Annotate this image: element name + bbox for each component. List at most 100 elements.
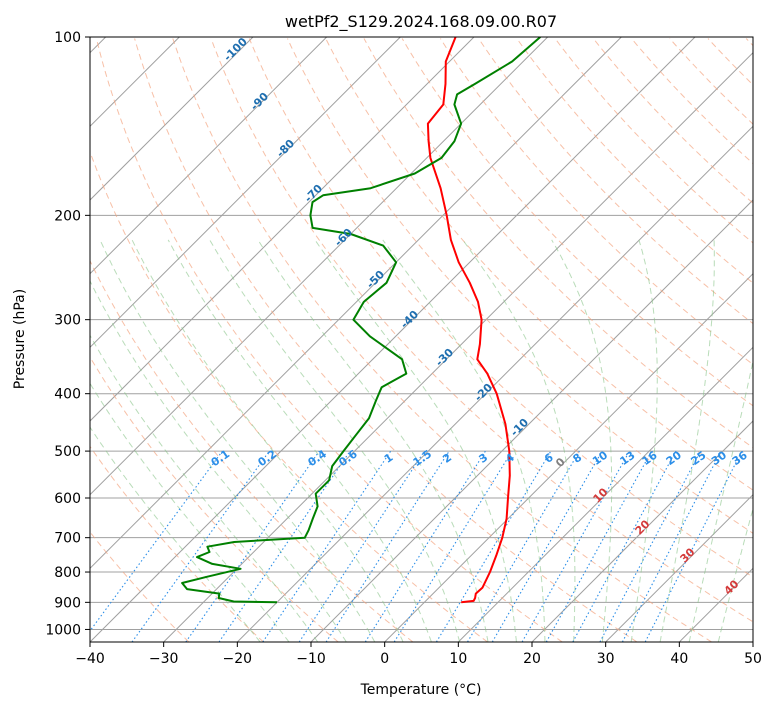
isotherm-line [163, 51, 753, 642]
dry-adiabat-line [325, 38, 753, 491]
x-tick-label: 20 [523, 651, 541, 667]
dry-adiabat-label: -70 [302, 182, 325, 205]
mixing-ratio-line [521, 450, 630, 642]
dry-adiabat-line [90, 445, 264, 642]
moist-adiabat-line [382, 239, 546, 642]
dry-adiabat-line [172, 38, 712, 642]
isotherm-line [752, 641, 753, 642]
x-axis-label: Temperature (°C) [360, 682, 482, 698]
dry-adiabat-line [90, 150, 488, 642]
mixing-ratio-line [644, 450, 743, 642]
temperature-trace [426, 37, 511, 604]
moist-adiabat-line [630, 239, 658, 642]
dry-adiabat-line [248, 38, 753, 578]
dry-adiabat-line [287, 38, 753, 534]
background-lines [90, 37, 753, 642]
moist-adiabat-line [90, 382, 290, 642]
dry-adiabat-line [516, 38, 753, 284]
mixing-ratio-line [435, 450, 552, 642]
isotherm-line [605, 493, 753, 642]
mixing-ratio-label: 0.4 [306, 447, 330, 469]
x-tick-label: 40 [670, 651, 688, 667]
moist-adiabat-label: 20 [633, 517, 653, 537]
dry-adiabat-line [478, 38, 753, 325]
y-tick-label: 300 [54, 313, 81, 329]
isotherm-line [310, 199, 753, 642]
dry-adiabat-line [90, 356, 339, 642]
moist-adiabat-line [659, 239, 715, 642]
plot-area [90, 37, 753, 642]
moist-adiabat-line [90, 279, 347, 642]
y-tick-label: 800 [54, 565, 81, 581]
x-tick-label: 0 [380, 651, 389, 667]
profile-traces [181, 37, 541, 604]
x-tick-label: 30 [597, 651, 615, 667]
plot-frame [89, 36, 754, 643]
moist-adiabat-label: 30 [678, 545, 698, 565]
x-tick-label: −20 [223, 651, 253, 667]
dry-adiabat-line [401, 38, 753, 407]
moist-adiabat-line [717, 506, 753, 642]
dry-adiabat-label: -80 [274, 137, 297, 160]
mixing-ratio-line [467, 450, 580, 642]
x-axis: −40 −30 −20 −10 0 10 20 30 40 50 [75, 642, 762, 667]
mixing-ratio-label: 3 [477, 451, 491, 466]
mixing-ratio-line [572, 450, 677, 642]
mixing-ratio-label: 2 [440, 451, 454, 466]
dewpoint-trace [181, 37, 541, 604]
mixing-ratio-line [545, 450, 653, 642]
y-tick-label: 200 [54, 208, 81, 224]
x-tick-label: 10 [449, 651, 467, 667]
dry-adiabat-label: -30 [433, 346, 456, 369]
dry-adiabat-line [631, 38, 753, 165]
dry-adiabat-label: -10 [508, 416, 531, 439]
mixing-ratio-label: 8 [571, 451, 585, 466]
dry-adiabat-line [210, 38, 753, 623]
dry-adiabat-line [363, 38, 753, 449]
x-tick-label: −10 [296, 651, 326, 667]
mixing-ratio-line [90, 450, 223, 632]
y-tick-label: 1000 [45, 622, 81, 638]
mixing-ratio-line [393, 450, 513, 642]
x-tick-label: −30 [149, 651, 179, 667]
y-tick-label: 700 [54, 531, 81, 547]
dry-adiabat-line [134, 38, 638, 642]
x-tick-label: −40 [75, 651, 105, 667]
mixing-ratio-line [218, 450, 351, 642]
dry-adiabat-label: -90 [248, 90, 271, 113]
dry-adiabat-line [439, 38, 753, 366]
dry-adiabat-line [90, 259, 414, 642]
isotherm-line [90, 37, 328, 275]
moist-adiabat-label: 10 [591, 485, 611, 505]
moist-adiabat-line [462, 239, 576, 642]
y-tick-label: 400 [54, 387, 81, 403]
isotherm-line [90, 37, 475, 422]
moist-adiabat-line [90, 334, 319, 642]
moist-adiabat-line [209, 239, 461, 642]
dry-adiabat-line [95, 38, 563, 642]
moist-adiabat-line [688, 358, 753, 642]
isotherm-line [236, 125, 753, 642]
moist-adiabat-label: 40 [722, 577, 742, 597]
isotherm-line [384, 272, 753, 642]
moist-adiabat-line [551, 239, 613, 642]
y-axis: 100 200 300 400 500 600 700 800 900 1000 [45, 30, 90, 638]
mixing-ratio-line [325, 450, 450, 642]
dry-adiabat-label: -50 [364, 268, 387, 291]
dry-adiabat-line [592, 38, 753, 204]
mixing-ratio-line [491, 450, 603, 642]
dry-adiabat-line [90, 531, 190, 642]
y-tick-label: 100 [54, 30, 81, 46]
mixing-ratio-line [185, 450, 320, 642]
y-tick-label: 900 [54, 595, 81, 611]
isotherm-line [531, 420, 753, 642]
mixing-ratio-label: 1 [382, 451, 396, 466]
y-tick-label: 500 [54, 444, 81, 460]
mixing-ratio-label: 6 [542, 451, 556, 466]
adiabat-labels: 0.1 0.2 0.4 0.6 1 1.5 2 3 4 6 8 10 13 16 20 25 30 36-100-… [209, 35, 750, 598]
x-tick-label: 50 [744, 651, 762, 667]
isotherm-line [90, 37, 254, 201]
mixing-ratio-line [599, 450, 701, 642]
chart-title: wetPf2_S129.2024.168.09.00.R07 [285, 12, 557, 32]
